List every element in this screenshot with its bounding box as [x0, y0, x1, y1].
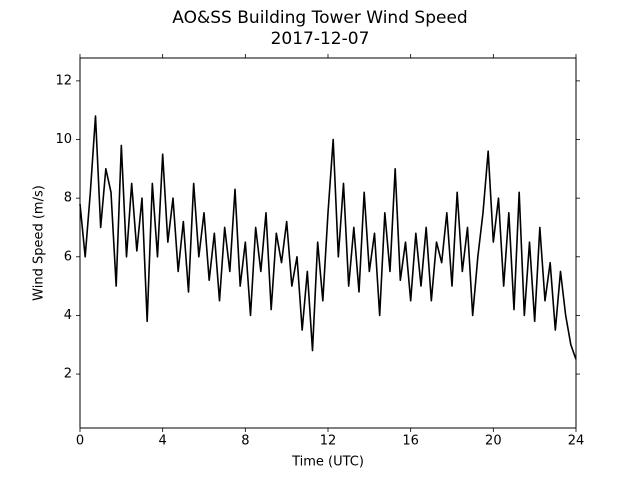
y-tick-label: 12 [55, 73, 72, 88]
x-tick-label: 20 [485, 434, 502, 449]
y-tick-label: 6 [64, 249, 72, 264]
data-line [79, 115, 577, 360]
y-axis-label: Wind Speed (m/s) [32, 185, 47, 301]
x-tick-label: 0 [76, 434, 84, 449]
x-tick-label: 12 [320, 434, 337, 449]
x-tick-label: 16 [402, 434, 419, 449]
x-tick-label: 4 [159, 434, 167, 449]
chart-title: AO&SS Building Tower Wind Speed [172, 8, 467, 28]
x-axis-label: Time (UTC) [291, 455, 364, 470]
y-tick-label: 10 [55, 132, 72, 147]
y-tick-label: 4 [64, 308, 72, 323]
x-tick-label: 24 [568, 434, 585, 449]
x-tick-label: 8 [241, 434, 249, 449]
y-tick-label: 2 [64, 367, 72, 382]
y-tick-label: 8 [64, 191, 72, 206]
chart-subtitle: 2017-12-07 [271, 29, 370, 49]
